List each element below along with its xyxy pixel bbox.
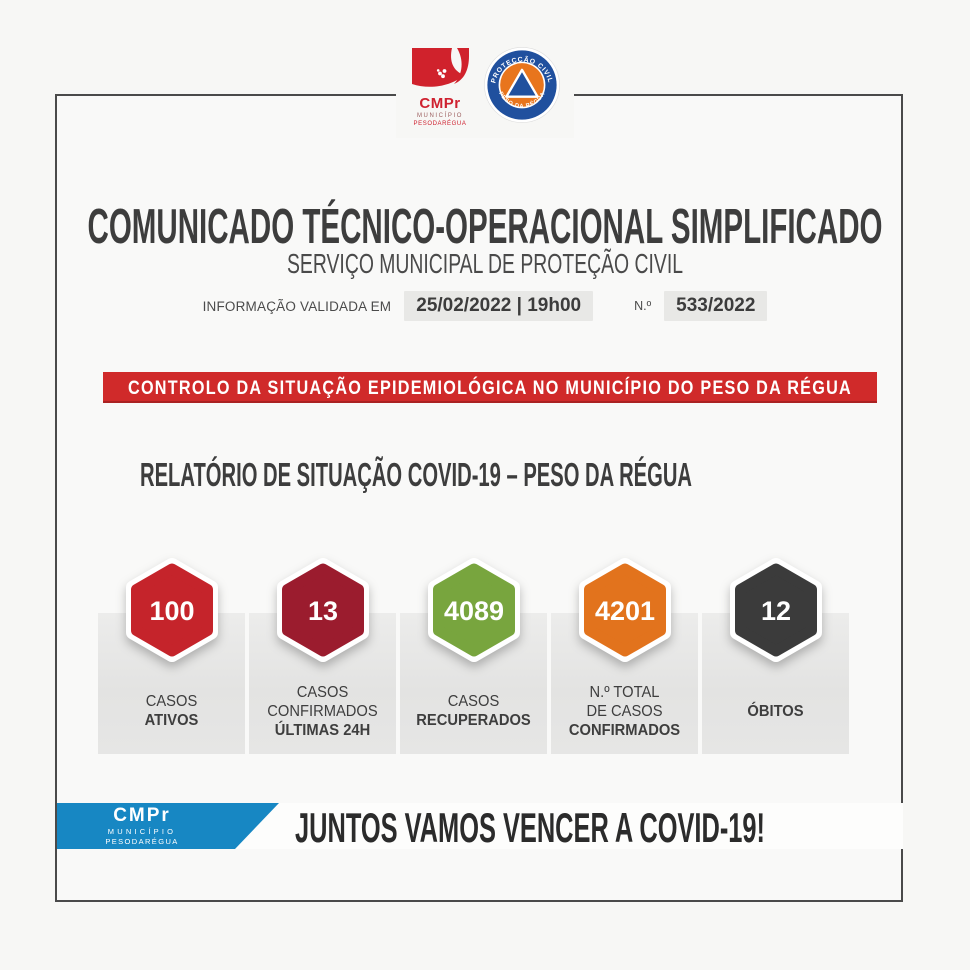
cmpr-line2: PESODARÉGUA (414, 120, 467, 127)
slogan-wrap: JUNTOS VAMOS VENCER A COVID-19! (295, 804, 765, 849)
stat-label-bold-line: CONFIRMADOS (568, 721, 681, 739)
stat-value: 4201 (594, 596, 654, 626)
footer-cmpr-wordmark: CMPr (113, 804, 171, 826)
footer-banner: CMPr MUNICÍPIO PESODARÉGUA JUNTOS VAMOS … (57, 803, 903, 849)
hexagon-badge: 13 (276, 558, 369, 662)
stat-label-line: CASOS (296, 683, 349, 701)
stat-label: CASOS CONFIRMADOS ÚLTIMAS 24H (257, 673, 389, 749)
cmpr-line1: MUNICÍPIO (417, 112, 463, 119)
hexagon-badge: 12 (729, 558, 822, 662)
section-heading: RELATÓRIO DE SITUAÇÃO COVID-19 – PESO DA… (140, 456, 692, 493)
stat-label: N.º TOTAL DE CASOS CONFIRMADOS (559, 673, 691, 749)
stat-value: 12 (760, 596, 790, 626)
stat-label-bold-line: ÓBITOS (747, 702, 804, 720)
stat-value: 13 (307, 596, 337, 626)
stat-label-line: DE CASOS (586, 702, 663, 720)
footer-logo-block: CMPr MUNICÍPIO PESODARÉGUA (57, 803, 279, 849)
hexagon-badge: 4089 (427, 558, 520, 662)
stat-label-line: CASOS (447, 693, 500, 710)
section-heading-wrap: RELATÓRIO DE SITUAÇÃO COVID-19 – PESO DA… (140, 456, 692, 493)
validation-row: INFORMAÇÃO VALIDADA EM 25/02/2022 | 19h0… (0, 290, 970, 322)
stat-label-line: N.º TOTAL (589, 683, 660, 701)
stat-card-recuperados: 4089 CASOS RECUPERADOS (400, 558, 547, 754)
stat-label-bold-line: ÚLTIMAS 24H (274, 721, 371, 739)
validation-label: INFORMAÇÃO VALIDADA EM (202, 298, 392, 314)
stat-label-bold-line: RECUPERADOS (416, 712, 531, 729)
card-border (55, 94, 903, 902)
hexagon-badge: 4201 (578, 558, 671, 662)
stat-label: ÓBITOS (710, 673, 842, 749)
protecao-civil-logo-icon: PROTECÇÃO CIVIL PESO DA RÉGUA (484, 47, 560, 123)
subtitle-wrap: SERVIÇO MUNICIPAL DE PROTEÇÃO CIVIL (287, 248, 683, 279)
stat-value: 100 (149, 596, 194, 626)
hexagon-badge: 100 (125, 558, 218, 662)
subtitle: SERVIÇO MUNICIPAL DE PROTEÇÃO CIVIL (287, 248, 683, 279)
control-banner: CONTROLO DA SITUAÇÃO EPIDEMIOLÓGICA NO M… (103, 372, 877, 403)
main-title: COMUNICADO TÉCNICO-OPERACIONAL SIMPLIFIC… (88, 200, 883, 254)
stat-card-total-confirmados: 4201 N.º TOTAL DE CASOS CONFIRMADOS (551, 558, 698, 754)
report-number-label: N.º (634, 299, 652, 313)
stat-label-bold-line: ATIVOS (144, 712, 199, 729)
control-banner-text: CONTROLO DA SITUAÇÃO EPIDEMIOLÓGICA NO M… (128, 375, 852, 399)
slogan: JUNTOS VAMOS VENCER A COVID-19! (295, 804, 765, 849)
stat-card-confirmados-24h: 13 CASOS CONFIRMADOS ÚLTIMAS 24H (249, 558, 396, 754)
stat-card-obitos: 12 ÓBITOS (702, 558, 849, 754)
cmpr-wordmark: CMPr (419, 95, 460, 112)
stat-label-line: CASOS (145, 693, 198, 710)
header-logos: CMPr MUNICÍPIO PESODARÉGUA PROTECÇÃO CIV… (396, 40, 574, 138)
footer-cmpr-line2: PESODARÉGUA (105, 836, 179, 846)
cmpr-logo-icon: CMPr MUNICÍPIO PESODARÉGUA (412, 48, 469, 127)
stats-row: 100 CASOS ATIVOS 13 CASOS (98, 558, 849, 754)
stat-label-line: CONFIRMADOS (267, 702, 378, 720)
validation-datetime-box: 25/02/2022 | 19h00 (404, 291, 594, 321)
stat-label: CASOS ATIVOS (106, 673, 238, 749)
main-title-wrap: COMUNICADO TÉCNICO-OPERACIONAL SIMPLIFIC… (88, 200, 883, 254)
stat-card-casos-ativos: 100 CASOS ATIVOS (98, 558, 245, 754)
stat-value: 4089 (443, 596, 503, 626)
stat-label: CASOS RECUPERADOS (408, 673, 540, 749)
footer-cmpr-line1: MUNICÍPIO (107, 826, 177, 836)
report-number-box: 533/2022 (664, 291, 768, 321)
